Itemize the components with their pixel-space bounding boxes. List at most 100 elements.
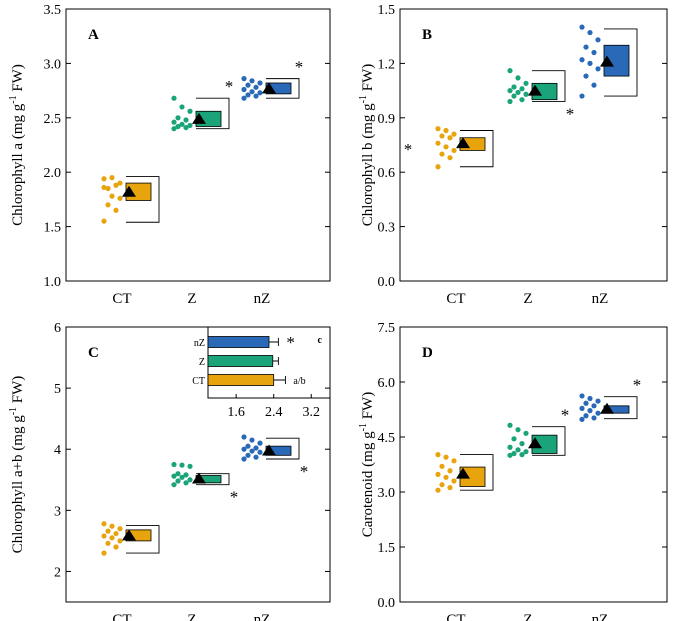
data-point <box>109 535 115 541</box>
data-point <box>435 452 441 458</box>
data-point <box>439 151 445 157</box>
data-point <box>117 538 123 544</box>
inset-annotation: * <box>286 333 295 352</box>
data-point <box>171 482 177 488</box>
data-point <box>591 403 597 409</box>
panel-letter: B <box>422 27 432 43</box>
data-point <box>595 398 601 404</box>
data-point <box>175 115 181 121</box>
mean-marker <box>192 112 206 124</box>
y-axis-title-end: FW) <box>10 376 26 407</box>
inset-error-bar <box>272 357 279 365</box>
y-axis-title-main: Chlorophyll a (mg g <box>10 103 26 226</box>
panel-letter: A <box>88 27 99 43</box>
y-axis-title-end: FW) <box>360 392 376 423</box>
data-point <box>451 458 457 464</box>
mean-marker <box>528 84 542 96</box>
data-point <box>113 530 119 537</box>
y-tick-label: 3.0 <box>44 57 62 72</box>
data-point <box>113 182 119 188</box>
data-point <box>253 84 259 90</box>
significance-star: * <box>404 140 413 159</box>
data-point <box>519 452 525 458</box>
y-axis-title-end: FW) <box>10 64 26 95</box>
y-tick-label: 0.3 <box>378 221 396 236</box>
data-point <box>105 185 111 192</box>
whisker-bracket <box>196 473 230 486</box>
data-point <box>447 135 453 141</box>
whisker-bracket <box>604 396 638 420</box>
data-point <box>507 452 513 458</box>
data-point <box>583 73 589 79</box>
panel-a: 1.0 1.5 2.0 2.5 3.0 3.5 Chlorophyll a (mg g-1 … <box>8 3 331 307</box>
data-point <box>435 471 441 477</box>
data-point <box>515 89 521 96</box>
mean-marker <box>456 467 470 479</box>
data-point <box>253 445 259 451</box>
data-point <box>171 126 177 132</box>
data-point <box>523 80 529 86</box>
mean-marker <box>192 472 206 484</box>
data-point <box>253 93 259 99</box>
whisker-bracket <box>604 28 638 97</box>
y-axis-title-sup: -1 <box>8 407 19 415</box>
y-axis-title-sup: -1 <box>8 95 19 103</box>
data-point <box>101 550 107 556</box>
data-point <box>245 452 251 458</box>
data-point <box>257 440 263 446</box>
significance-star: * <box>633 376 642 395</box>
significance-star: * <box>295 58 304 77</box>
data-point <box>439 463 445 469</box>
data-point <box>447 468 453 474</box>
panel-letter: D <box>422 345 433 361</box>
data-point <box>583 44 589 50</box>
data-point <box>519 97 525 103</box>
inset-bar <box>207 336 270 348</box>
data-point <box>439 133 445 139</box>
inset-x-tick-label: 3.2 <box>302 405 320 420</box>
y-tick-label: 2.5 <box>44 112 62 127</box>
data-point <box>435 140 441 146</box>
data-point <box>595 37 601 43</box>
data-point <box>241 446 247 452</box>
inset-error-bar <box>273 376 286 384</box>
significance-star: * <box>561 406 570 425</box>
data-point <box>451 131 457 137</box>
mean-marker <box>122 529 136 541</box>
data-point <box>257 449 263 455</box>
inset-bar-label: CT <box>192 376 205 387</box>
data-point <box>447 155 453 161</box>
data-point <box>117 526 123 532</box>
data-point <box>101 176 107 182</box>
y-tick-label: 2 <box>54 565 61 580</box>
plot-frame <box>399 8 668 282</box>
data-point <box>451 478 457 484</box>
data-point <box>451 147 457 154</box>
whisker-bracket <box>196 97 230 130</box>
data-point <box>579 57 585 63</box>
mean-marker <box>600 402 614 414</box>
data-point <box>245 82 251 88</box>
data-point <box>519 86 525 92</box>
data-point <box>183 124 189 131</box>
y-tick-label: 4.5 <box>378 431 396 446</box>
data-point <box>117 195 123 201</box>
data-point <box>101 218 107 224</box>
data-point <box>179 104 185 110</box>
y-tick-label: 1.2 <box>378 57 396 72</box>
y-axis-title-sup: -1 <box>358 423 369 431</box>
inset-x-tick-label: 1.6 <box>227 405 245 420</box>
data-point <box>179 474 185 480</box>
y-axis-title-end: FW) <box>360 64 376 95</box>
data-point <box>183 472 189 478</box>
data-point <box>507 88 513 94</box>
mean-marker <box>122 185 136 197</box>
data-point <box>175 471 181 477</box>
inset-bar-label: Z <box>199 357 205 368</box>
y-tick-label: 0.0 <box>378 275 396 290</box>
data-point <box>579 416 585 422</box>
inset-x-tick-label: 2.4 <box>265 405 283 420</box>
data-point <box>183 480 189 486</box>
data-point <box>583 400 589 406</box>
